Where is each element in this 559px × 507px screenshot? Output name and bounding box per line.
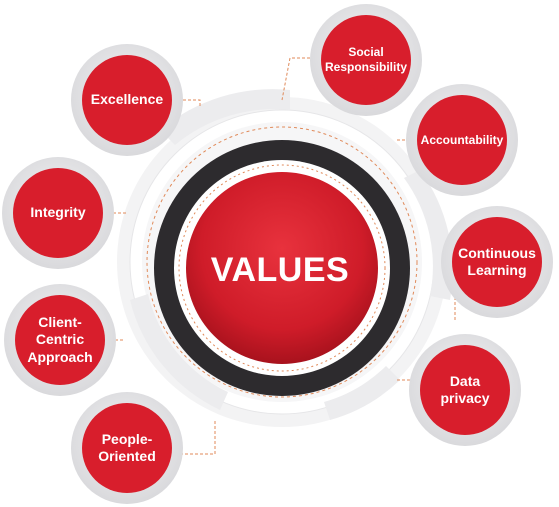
connector-social xyxy=(281,57,315,101)
inner-dashed-ring xyxy=(178,164,386,372)
bubble-continuous-learning xyxy=(441,206,553,318)
bubble-integrity xyxy=(2,157,114,269)
center-title: VALUES xyxy=(210,250,350,289)
bubble-people-oriented xyxy=(71,392,183,504)
connector-people xyxy=(180,420,216,455)
bubble-accountability xyxy=(406,84,518,196)
dashed-ring xyxy=(146,126,418,398)
center-core xyxy=(186,172,378,364)
bubble-client-centric xyxy=(4,284,116,396)
bubble-social-responsibility xyxy=(310,4,422,116)
connector-excellence xyxy=(178,99,201,108)
bubble-excellence xyxy=(71,44,183,156)
bubble-data-privacy xyxy=(409,334,521,446)
